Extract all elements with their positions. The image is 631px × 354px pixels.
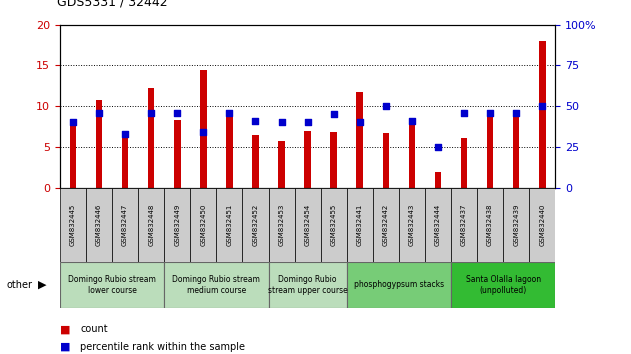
Bar [60, 188, 86, 262]
Point [459, 110, 469, 115]
Bar [461, 138, 468, 188]
Text: Domingo Rubio stream
lower course: Domingo Rubio stream lower course [68, 275, 156, 295]
Text: percentile rank within the sample: percentile rank within the sample [80, 342, 245, 352]
Text: GSM832449: GSM832449 [174, 204, 180, 246]
Text: Santa Olalla lagoon
(unpolluted): Santa Olalla lagoon (unpolluted) [466, 275, 541, 295]
Point [302, 120, 312, 125]
Point [251, 118, 261, 124]
Text: GSM832443: GSM832443 [409, 204, 415, 246]
Bar [174, 120, 180, 188]
Text: GSM832451: GSM832451 [227, 204, 232, 246]
Bar [216, 188, 242, 262]
Text: Domingo Rubio
stream upper course: Domingo Rubio stream upper course [268, 275, 348, 295]
Text: GSM832446: GSM832446 [96, 204, 102, 246]
Bar [86, 188, 112, 262]
Text: Domingo Rubio stream
medium course: Domingo Rubio stream medium course [172, 275, 261, 295]
Point [433, 144, 443, 150]
Text: other: other [6, 280, 32, 290]
Point [172, 110, 182, 115]
Point [355, 120, 365, 125]
Bar [269, 262, 346, 308]
Bar [539, 41, 546, 188]
Point [68, 120, 78, 125]
Text: phosphogypsum stacks: phosphogypsum stacks [354, 280, 444, 290]
Text: count: count [80, 324, 108, 334]
Text: GSM832455: GSM832455 [331, 204, 337, 246]
Point [276, 120, 286, 125]
Bar [295, 188, 321, 262]
Text: GSM832453: GSM832453 [278, 204, 285, 246]
Bar [164, 262, 269, 308]
Bar [69, 124, 76, 188]
Bar [357, 92, 363, 188]
Bar [346, 262, 451, 308]
Bar [451, 188, 477, 262]
Point [537, 103, 547, 109]
Point [380, 103, 391, 109]
Text: GSM832437: GSM832437 [461, 204, 467, 246]
Bar [409, 121, 415, 188]
Bar [252, 135, 259, 188]
Bar [200, 69, 206, 188]
Bar [112, 188, 138, 262]
Bar [269, 188, 295, 262]
Text: ■: ■ [60, 324, 71, 334]
Point [511, 110, 521, 115]
Bar [278, 141, 285, 188]
Bar [164, 188, 191, 262]
Bar [373, 188, 399, 262]
Text: GSM832440: GSM832440 [540, 204, 545, 246]
Bar [321, 188, 346, 262]
Text: ■: ■ [60, 342, 71, 352]
Bar [425, 188, 451, 262]
Bar [191, 188, 216, 262]
Text: GSM832438: GSM832438 [487, 204, 493, 246]
Bar [242, 188, 269, 262]
Text: GSM832445: GSM832445 [70, 204, 76, 246]
Point [329, 112, 339, 117]
Bar [487, 114, 493, 188]
Text: GSM832450: GSM832450 [200, 204, 206, 246]
Bar [513, 114, 519, 188]
Text: GSM832452: GSM832452 [252, 204, 259, 246]
Bar [529, 188, 555, 262]
Bar [399, 188, 425, 262]
Point [198, 130, 208, 135]
Bar [226, 114, 233, 188]
Text: ▶: ▶ [38, 280, 46, 290]
Point [94, 110, 104, 115]
Text: GSM832444: GSM832444 [435, 204, 441, 246]
Bar [477, 188, 503, 262]
Bar [96, 100, 102, 188]
Text: GSM832448: GSM832448 [148, 204, 154, 246]
Text: GSM832454: GSM832454 [305, 204, 310, 246]
Bar [435, 172, 441, 188]
Point [485, 110, 495, 115]
Bar [451, 262, 555, 308]
Text: GSM832447: GSM832447 [122, 204, 128, 246]
Text: GSM832442: GSM832442 [383, 204, 389, 246]
Bar [304, 131, 311, 188]
Bar [346, 188, 373, 262]
Point [120, 131, 130, 137]
Point [407, 118, 417, 124]
Bar [138, 188, 164, 262]
Text: GSM832441: GSM832441 [357, 204, 363, 246]
Bar [122, 136, 128, 188]
Bar [148, 88, 155, 188]
Bar [60, 262, 164, 308]
Text: GSM832439: GSM832439 [513, 204, 519, 246]
Bar [382, 133, 389, 188]
Point [146, 110, 156, 115]
Text: GDS5331 / 32442: GDS5331 / 32442 [57, 0, 167, 9]
Point [225, 110, 235, 115]
Bar [331, 132, 337, 188]
Bar [503, 188, 529, 262]
